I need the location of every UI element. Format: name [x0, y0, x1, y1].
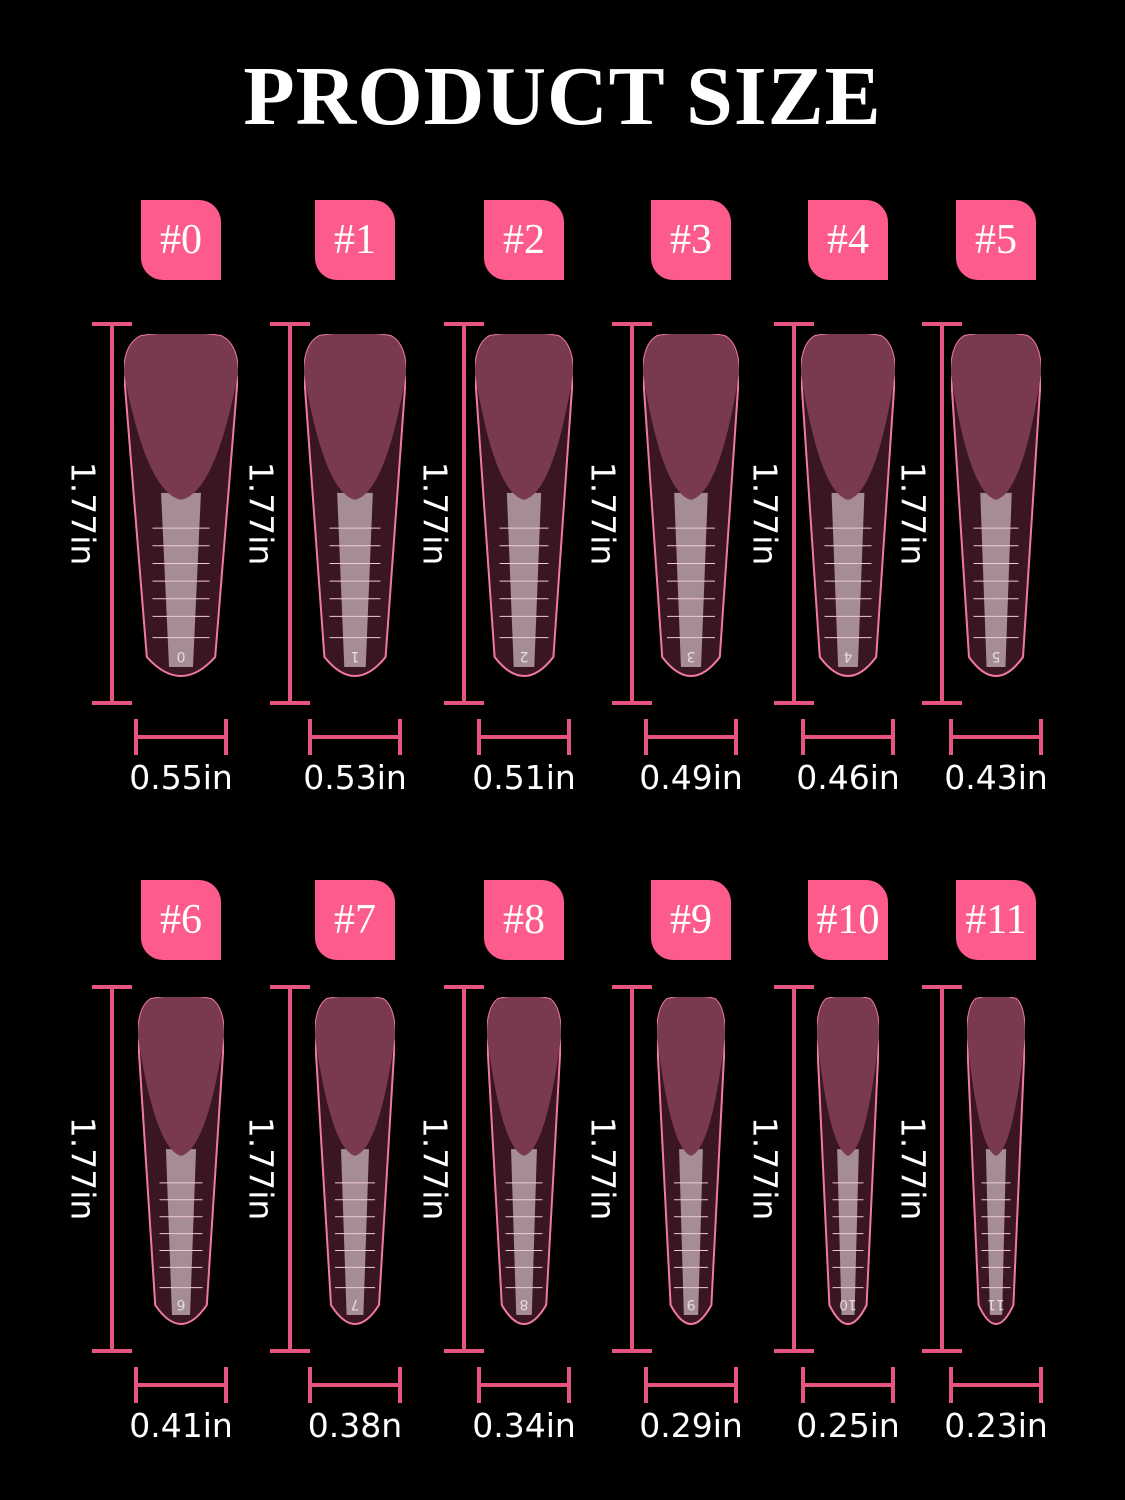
size-badge: #1	[315, 200, 395, 280]
length-label: 1.77in	[893, 461, 933, 565]
width-label: 0.43in	[944, 758, 1048, 797]
width-ruler	[134, 719, 228, 755]
width-label: 0.23in	[944, 1406, 1048, 1445]
width-label: 0.46in	[796, 758, 900, 797]
nail-tip-image: 9	[655, 995, 727, 1339]
size-badge: #5	[956, 200, 1036, 280]
width-label: 0.55in	[129, 758, 233, 797]
width-label: 0.41in	[129, 1406, 233, 1445]
size-badge: #9	[651, 880, 731, 960]
length-ruler	[92, 322, 132, 705]
nail-tip-image: 8	[485, 995, 563, 1339]
length-ruler	[444, 985, 484, 1353]
svg-text:8: 8	[520, 1296, 529, 1312]
width-label: 0.29in	[639, 1406, 743, 1445]
svg-text:9: 9	[687, 1296, 696, 1312]
nail-tip-image: 4	[799, 332, 897, 691]
nail-tip-image: 0	[122, 332, 240, 691]
length-ruler	[92, 985, 132, 1353]
size-badge: #10	[808, 880, 888, 960]
length-label: 1.77in	[583, 461, 623, 565]
svg-text:4: 4	[843, 648, 852, 664]
width-ruler	[308, 1367, 402, 1403]
width-ruler	[949, 1367, 1043, 1403]
width-ruler	[949, 719, 1043, 755]
width-ruler	[134, 1367, 228, 1403]
width-label: 0.34in	[472, 1406, 576, 1445]
size-badge: #4	[808, 200, 888, 280]
length-label: 1.77in	[745, 461, 785, 565]
length-ruler	[270, 322, 310, 705]
length-label: 1.77in	[583, 1116, 623, 1221]
nail-tip-image: 5	[949, 332, 1043, 691]
length-ruler	[922, 985, 962, 1353]
svg-text:11: 11	[987, 1296, 1005, 1312]
length-ruler	[612, 322, 652, 705]
length-ruler	[270, 985, 310, 1353]
nail-tip-image: 10	[815, 995, 881, 1339]
page-title: PRODUCT SIZE	[243, 50, 882, 143]
svg-text:3: 3	[687, 648, 696, 664]
size-badge: #0	[141, 200, 221, 280]
length-ruler	[444, 322, 484, 705]
length-label: 1.77in	[893, 1116, 933, 1221]
length-label: 1.77in	[63, 461, 103, 565]
width-label: 0.25in	[796, 1406, 900, 1445]
size-badge: #3	[651, 200, 731, 280]
nail-tip-image: 1	[302, 332, 408, 691]
length-label: 1.77in	[241, 1116, 281, 1221]
length-label: 1.77in	[63, 1116, 103, 1221]
svg-text:7: 7	[351, 1296, 360, 1312]
width-label: 0.53in	[303, 758, 407, 797]
width-ruler	[477, 719, 571, 755]
width-ruler	[801, 719, 895, 755]
length-ruler	[922, 322, 962, 705]
size-badge: #8	[484, 880, 564, 960]
length-label: 1.77in	[745, 1116, 785, 1221]
svg-text:1: 1	[351, 648, 360, 664]
width-label: 0.51in	[472, 758, 576, 797]
width-ruler	[477, 1367, 571, 1403]
width-ruler	[644, 719, 738, 755]
length-ruler	[774, 322, 814, 705]
nail-tip-image: 7	[313, 995, 397, 1339]
width-ruler	[644, 1367, 738, 1403]
svg-text:10: 10	[839, 1296, 857, 1312]
length-ruler	[612, 985, 652, 1353]
svg-text:6: 6	[176, 1296, 185, 1312]
svg-text:2: 2	[520, 648, 529, 664]
size-badge: #11	[956, 880, 1036, 960]
width-label: 0.49in	[639, 758, 743, 797]
length-ruler	[774, 985, 814, 1353]
size-badge: #2	[484, 200, 564, 280]
nail-tip-image: 11	[965, 995, 1027, 1339]
nail-tip-image: 3	[641, 332, 741, 691]
size-badge: #6	[141, 880, 221, 960]
size-badge: #7	[315, 880, 395, 960]
length-label: 1.77in	[415, 1116, 455, 1221]
width-label: 0.38n	[307, 1406, 403, 1445]
nail-tip-image: 2	[473, 332, 575, 691]
svg-text:0: 0	[177, 648, 186, 664]
svg-text:5: 5	[992, 648, 1001, 664]
nail-tip-image: 6	[136, 995, 226, 1339]
width-ruler	[801, 1367, 895, 1403]
length-label: 1.77in	[415, 461, 455, 565]
width-ruler	[308, 719, 402, 755]
length-label: 1.77in	[241, 461, 281, 565]
